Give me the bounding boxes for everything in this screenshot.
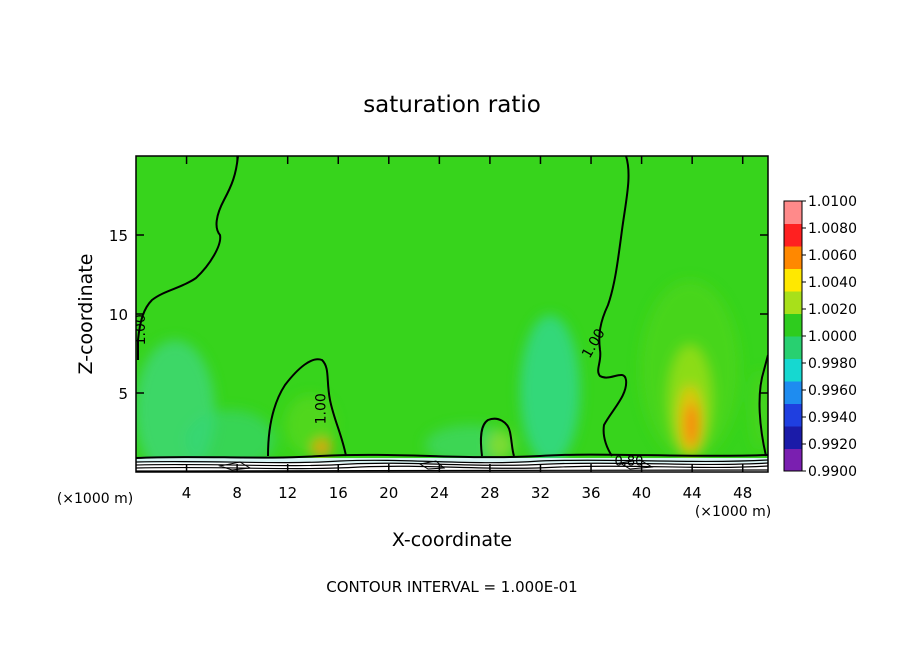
colorbar-label: 0.9920 <box>808 437 857 453</box>
colorbar-label: 0.9940 <box>808 410 857 426</box>
colorbar-swatch <box>784 201 802 224</box>
colorbar-swatch <box>784 358 802 382</box>
colorbar-label: 1.0060 <box>808 248 857 264</box>
contour-line-left <box>137 156 239 360</box>
x-tick-label: 32 <box>531 484 550 502</box>
colorbar-swatch <box>784 336 802 359</box>
colorbar-swatch <box>784 291 802 314</box>
colorbar-label: 1.0000 <box>808 329 857 345</box>
colorbar-swatch <box>784 223 802 247</box>
y-tick-label: 10 <box>109 306 128 324</box>
x-unit-left: (×1000 m) <box>57 491 133 507</box>
x-tick-label: 16 <box>329 484 348 502</box>
colorbar-swatch <box>784 268 802 292</box>
contour-line-bump <box>479 417 515 457</box>
y-tick-label: 15 <box>109 227 128 245</box>
colorbar-swatch <box>784 403 802 427</box>
colorbar-swatch <box>784 381 802 404</box>
colorbar-label: 1.0020 <box>808 302 857 318</box>
colorbar-label: 1.0040 <box>808 275 857 291</box>
surface-contours <box>136 453 768 472</box>
contour-label: 1.00 <box>314 393 330 424</box>
x-tick-label: 4 <box>182 484 192 502</box>
plot-area: 1.00 1.00 1.00 0.80 <box>133 156 768 472</box>
y-axis: 5 10 15 <box>109 227 768 403</box>
colorbar-swatch <box>784 313 802 337</box>
x-unit-right: (×1000 m) <box>695 504 771 520</box>
contour-interval-note: CONTOUR INTERVAL = 1.000E-01 <box>326 578 577 596</box>
x-tick-label: 12 <box>278 484 297 502</box>
colorbar-swatch <box>784 448 802 472</box>
y-tick-label: 5 <box>118 385 128 403</box>
x-tick-label: 24 <box>430 484 449 502</box>
x-tick-label: 48 <box>733 484 752 502</box>
contour-line-right <box>597 156 630 457</box>
x-tick-label: 44 <box>683 484 702 502</box>
contour-label: 0.80 <box>614 455 643 470</box>
contour-line-edge <box>758 354 768 457</box>
x-tick-label: 8 <box>232 484 242 502</box>
contour-label: 1.00 <box>133 314 149 345</box>
contour-line-mid <box>267 358 347 457</box>
x-tick-label: 40 <box>632 484 651 502</box>
colorbar-swatch <box>784 246 802 269</box>
colorbar-label: 1.0100 <box>808 194 857 210</box>
colorbar-swatch <box>784 426 802 449</box>
x-tick-label: 20 <box>379 484 398 502</box>
x-axis: 4 8 12 16 20 24 28 32 36 40 44 48 <box>182 156 752 502</box>
colorbar-label: 0.9900 <box>808 464 857 480</box>
field-patches <box>136 280 768 472</box>
x-tick-label: 28 <box>480 484 499 502</box>
colorbar-label: 0.9960 <box>808 383 857 399</box>
chart-title: saturation ratio <box>363 92 541 118</box>
y-axis-label: Z-coordinate <box>75 254 97 375</box>
colorbar-label: 1.0080 <box>808 221 857 237</box>
x-axis-label: X-coordinate <box>392 529 512 551</box>
contour-lines <box>137 156 768 457</box>
x-tick-label: 36 <box>581 484 600 502</box>
colorbar-label: 0.9980 <box>808 356 857 372</box>
colorbar: 0.9900 0.9920 0.9940 0.9960 0.9980 1.0000 1.00… <box>783 194 857 480</box>
